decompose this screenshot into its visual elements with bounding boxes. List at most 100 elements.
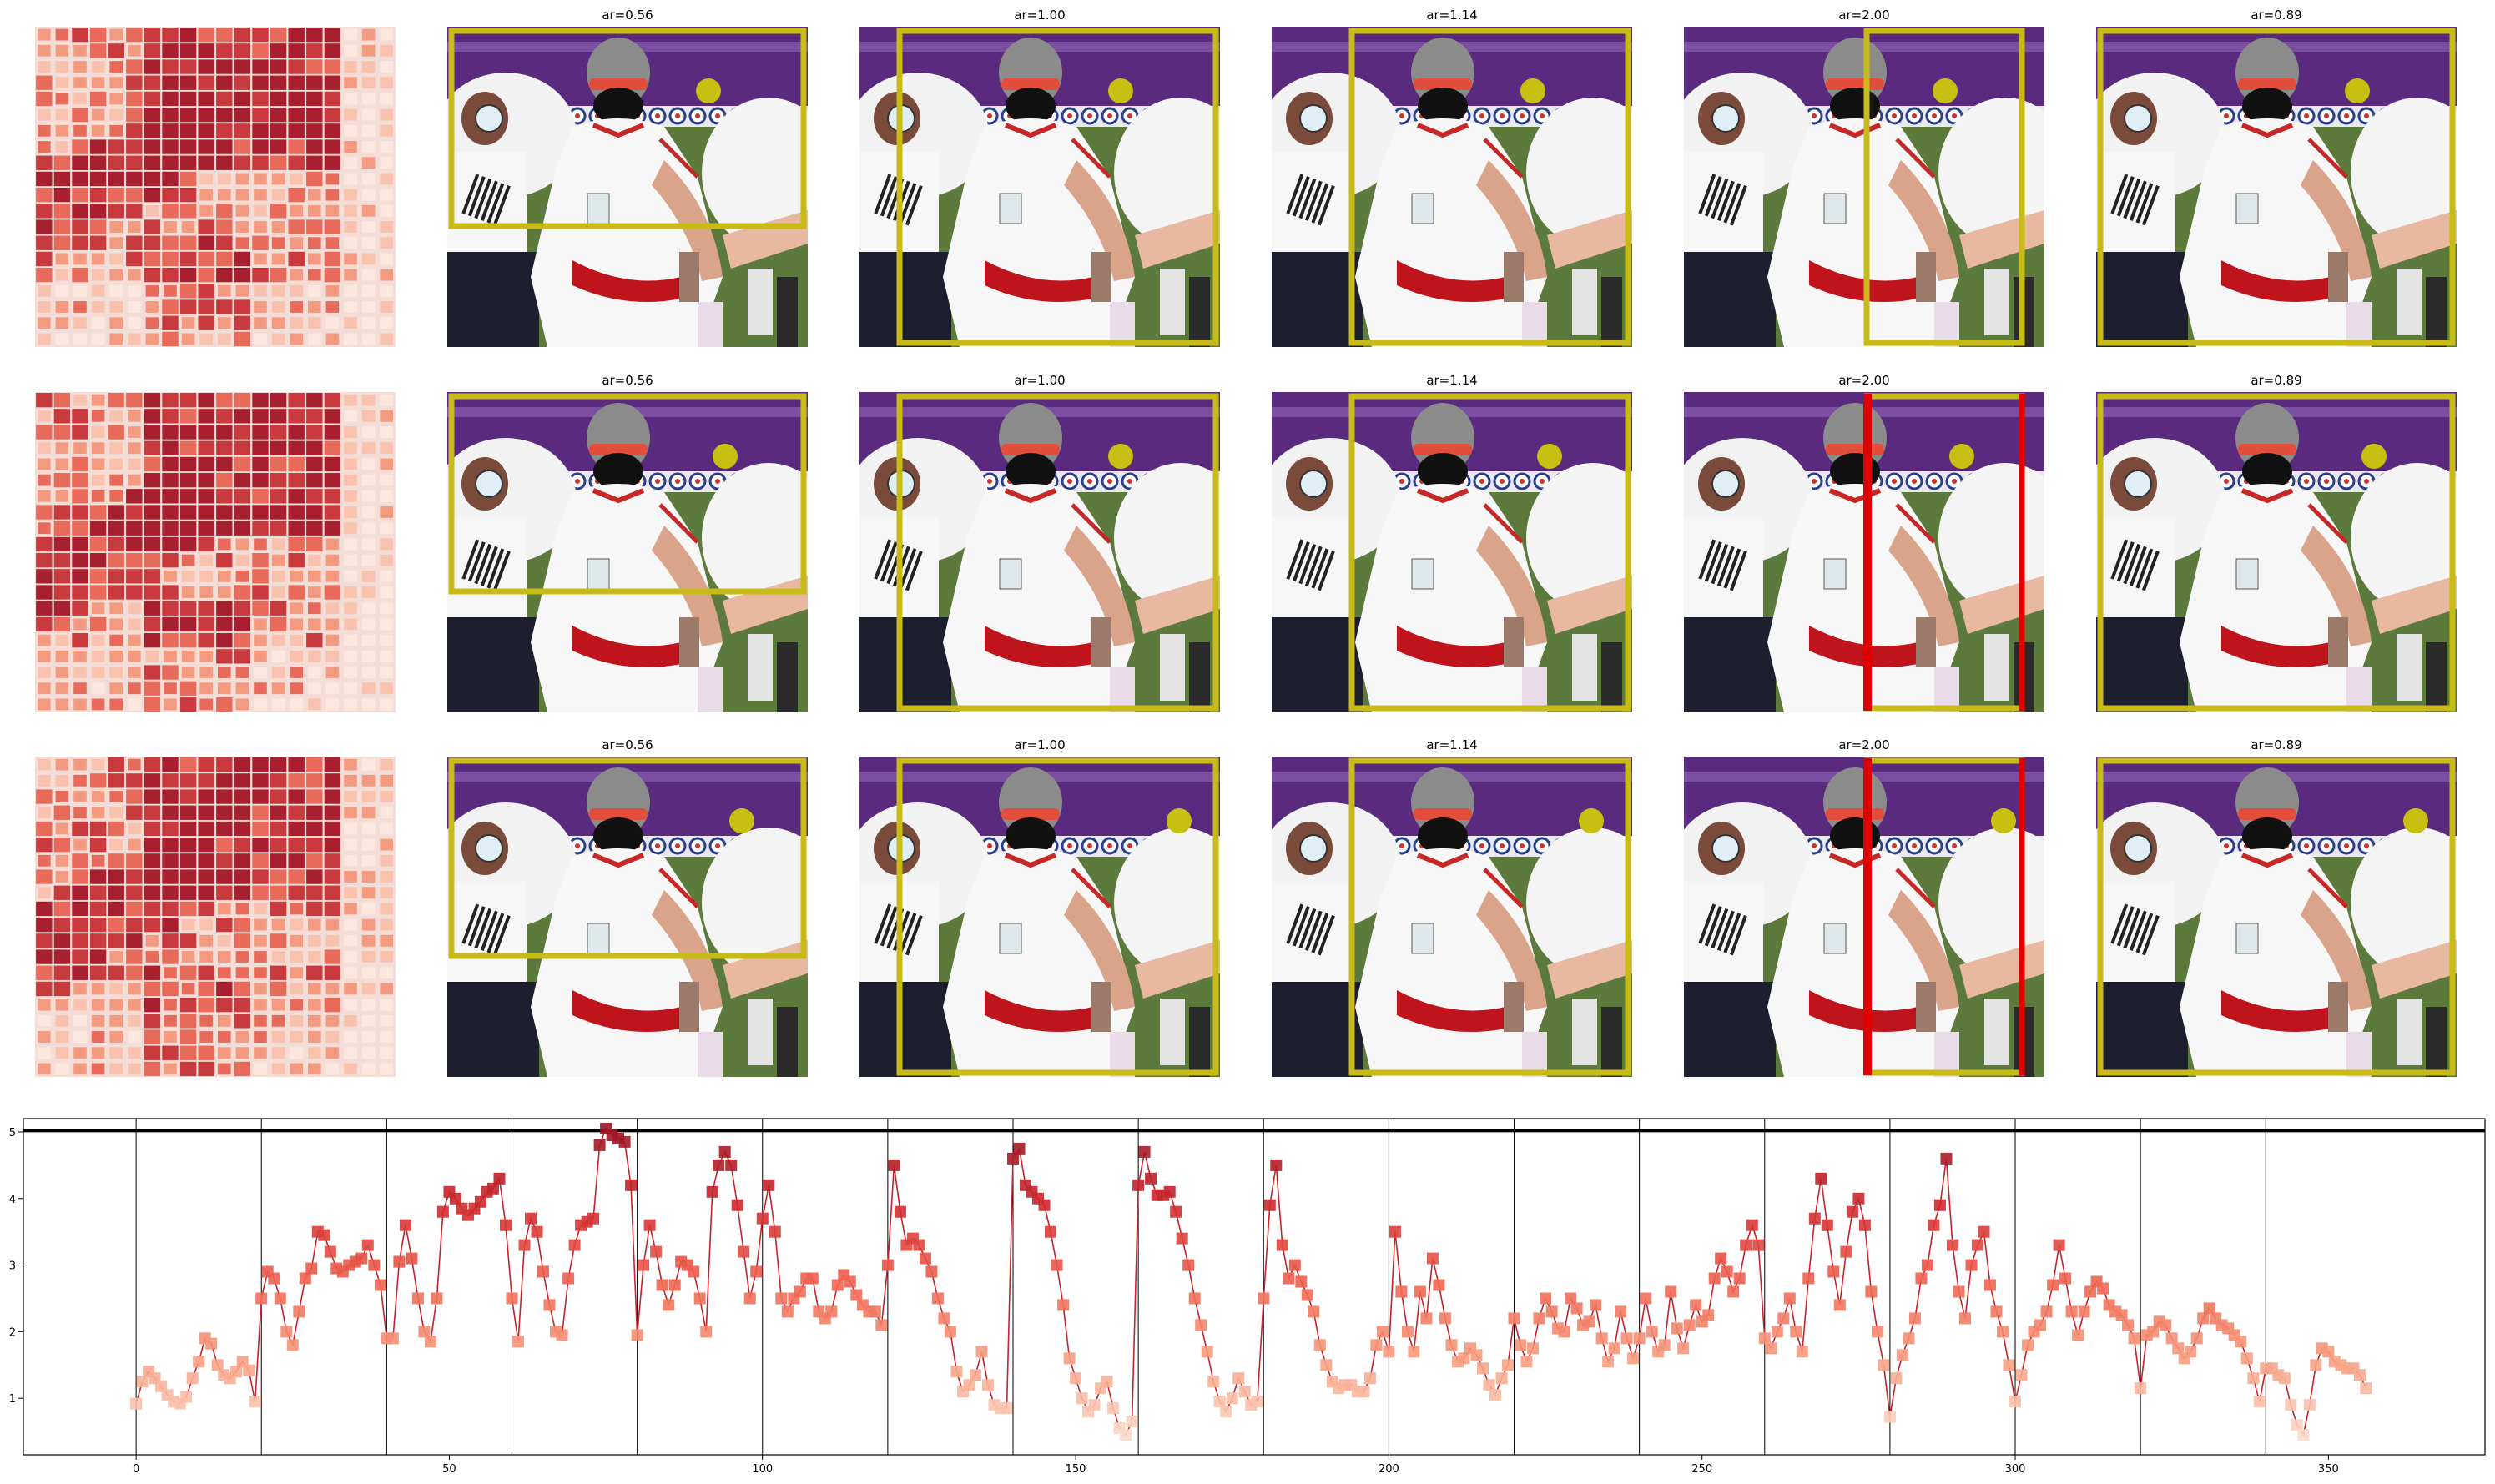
data-point <box>1933 1199 1946 1211</box>
data-point <box>1232 1372 1245 1385</box>
crop-panel: ar=0.89 <box>2096 373 2457 712</box>
crop-box <box>1348 393 1631 712</box>
center-marker <box>2361 444 2387 469</box>
data-point <box>1138 1145 1151 1158</box>
data-point <box>361 1239 374 1251</box>
data-point <box>1921 1259 1933 1271</box>
data-point <box>1972 1239 1983 1251</box>
crop-panel: ar=0.56 <box>447 373 808 712</box>
data-point <box>2185 1346 2197 1358</box>
data-point <box>1727 1285 1740 1298</box>
heatmap-panel <box>35 757 396 1077</box>
data-point <box>1545 1305 1558 1318</box>
data-point <box>775 1292 788 1305</box>
y-tick-label: 1 <box>9 1393 16 1406</box>
data-point <box>411 1292 424 1305</box>
data-point <box>1765 1342 1777 1355</box>
data-point <box>2003 1359 2015 1371</box>
data-point <box>1558 1326 1570 1338</box>
data-point <box>293 1305 305 1318</box>
center-marker <box>2403 808 2428 833</box>
data-point <box>2197 1312 2210 1325</box>
x-tick-label: 300 <box>2005 1463 2026 1476</box>
data-point <box>1395 1285 1408 1298</box>
data-point <box>869 1305 881 1318</box>
data-point <box>1070 1372 1082 1385</box>
crop-panel: ar=1.14 <box>1272 737 1632 1077</box>
data-point <box>638 1259 650 1271</box>
data-point <box>931 1292 944 1305</box>
data-point <box>1827 1265 1840 1278</box>
data-point <box>1840 1245 1852 1258</box>
data-point <box>1038 1199 1051 1211</box>
data-point <box>2053 1239 2065 1251</box>
center-marker <box>696 78 721 103</box>
data-point <box>436 1205 449 1218</box>
data-point <box>1997 1326 2009 1338</box>
panel-title: ar=0.89 <box>2251 737 2301 752</box>
data-point <box>975 1346 988 1358</box>
data-point <box>2203 1302 2215 1315</box>
x-tick-label: 50 <box>442 1463 456 1476</box>
panel-title: ar=1.14 <box>1426 737 1477 752</box>
data-point <box>1777 1312 1790 1325</box>
data-point <box>1984 1279 1996 1291</box>
data-point <box>1665 1285 1677 1298</box>
data-point <box>2097 1282 2109 1295</box>
data-point <box>1213 1396 1226 1408</box>
data-point <box>1953 1285 1965 1298</box>
data-point <box>2297 1429 2310 1441</box>
data-point <box>1251 1396 1263 1408</box>
data-point <box>794 1285 806 1298</box>
data-point <box>1947 1239 1958 1251</box>
data-point <box>543 1299 556 1311</box>
data-point <box>1107 1402 1120 1415</box>
panel-title: ar=1.14 <box>1426 373 1477 388</box>
data-point <box>1051 1259 1063 1271</box>
crop-box <box>2097 757 2456 1076</box>
panel-title: ar=0.89 <box>2251 8 2301 23</box>
data-point <box>1865 1285 1878 1298</box>
data-point <box>1796 1346 1808 1358</box>
data-point <box>743 1292 756 1305</box>
data-point <box>781 1305 794 1318</box>
data-point <box>2065 1305 2078 1318</box>
data-point <box>180 1391 193 1403</box>
data-point <box>324 1245 336 1258</box>
data-point <box>1470 1349 1483 1361</box>
data-point <box>393 1255 406 1268</box>
data-point <box>1120 1429 1132 1441</box>
center-marker <box>1579 808 1604 833</box>
data-point <box>2303 1399 2316 1411</box>
data-point <box>1283 1272 1295 1285</box>
data-point <box>512 1336 524 1348</box>
data-point <box>1733 1272 1746 1285</box>
data-point <box>1640 1292 1652 1305</box>
data-point <box>568 1239 581 1251</box>
crop-box <box>2097 393 2456 712</box>
data-point <box>1833 1299 1846 1311</box>
data-point <box>1646 1326 1658 1338</box>
data-point <box>1583 1315 1595 1328</box>
data-point <box>731 1199 743 1211</box>
data-point <box>1263 1199 1276 1211</box>
data-point <box>769 1225 781 1238</box>
data-point <box>1057 1299 1070 1311</box>
data-point <box>1295 1275 1308 1288</box>
data-point <box>1527 1342 1539 1355</box>
crop-panel: ar=1.14 <box>1272 373 1632 712</box>
data-point <box>1477 1362 1489 1375</box>
data-point <box>1702 1309 1715 1321</box>
data-point <box>286 1339 299 1351</box>
data-point <box>2322 1346 2335 1358</box>
data-point <box>656 1279 668 1291</box>
data-point <box>963 1379 975 1391</box>
data-point <box>193 1356 205 1368</box>
data-point <box>1126 1416 1138 1428</box>
data-point <box>1708 1272 1721 1285</box>
data-point <box>418 1326 431 1338</box>
data-point <box>1896 1349 1908 1361</box>
data-point <box>1176 1232 1188 1245</box>
data-point <box>1615 1305 1627 1318</box>
